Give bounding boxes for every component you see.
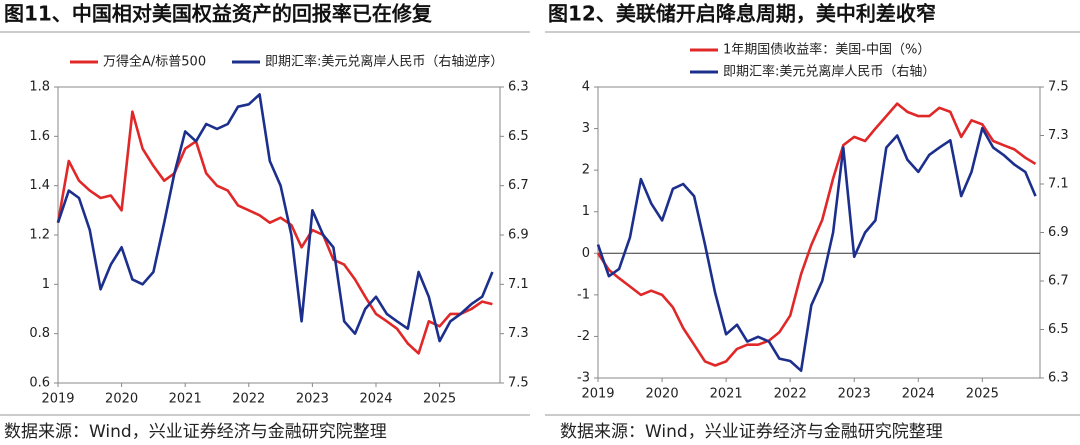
y-tick-label: 1.8 <box>29 80 50 95</box>
plot-frame <box>57 86 501 384</box>
x-tick-label: 2022 <box>774 387 807 402</box>
y-tick-label: 0.8 <box>29 326 50 341</box>
y2-tick-label: 6.9 <box>508 228 529 243</box>
series-line <box>596 126 1037 372</box>
legend-label: 万得全A/标普500 <box>103 54 206 70</box>
y-tick-label: 1.4 <box>29 178 50 193</box>
x-tick-label: 2022 <box>232 392 265 407</box>
y-tick-label: 1 <box>42 277 50 292</box>
y-tick-label: 0 <box>582 246 590 261</box>
y2-tick-label: 7.5 <box>1048 80 1069 95</box>
plot-frame <box>597 86 1041 379</box>
chart-title: 图12、美联储开启降息周期，美中利差收窄 <box>548 2 936 26</box>
series-line <box>596 102 1037 367</box>
y-tick-label: 0.6 <box>29 376 50 391</box>
y-tick-label: 1.6 <box>29 129 50 144</box>
x-tick-label: 2020 <box>105 392 138 407</box>
x-tick-label: 2025 <box>966 387 999 402</box>
y-tick-label: 1 <box>582 204 590 219</box>
y2-tick-label: 6.3 <box>508 80 529 95</box>
x-tick-label: 2020 <box>646 387 679 402</box>
source: 数据来源：Wind，兴业证券经济与金融研究院整理 <box>4 422 387 442</box>
x-tick-label: 2024 <box>359 392 392 407</box>
x-tick-label: 2019 <box>41 392 74 407</box>
y-tick-label: 4 <box>582 80 590 95</box>
y2-tick-label: 6.7 <box>508 178 529 193</box>
y-tick-label: 1.2 <box>29 228 50 243</box>
y2-tick-label: 7.5 <box>508 376 529 391</box>
x-tick-label: 2021 <box>169 392 202 407</box>
y2-tick-label: 6.5 <box>508 129 529 144</box>
y-tick-label: -1 <box>577 287 590 302</box>
y2-tick-label: 6.5 <box>1048 322 1069 337</box>
legend-label: 1年期国债收益率：美国-中国（%） <box>723 42 930 58</box>
chart-title: 图11、中国相对美国权益资产的回报率已在修复 <box>4 2 433 26</box>
x-tick-label: 2023 <box>296 392 329 407</box>
x-tick-label: 2021 <box>710 387 743 402</box>
x-tick-label: 2024 <box>902 387 935 402</box>
y-tick-label: 3 <box>582 121 590 136</box>
y2-tick-label: 6.3 <box>1048 371 1069 386</box>
y2-tick-label: 6.7 <box>1048 274 1069 289</box>
x-tick-label: 2019 <box>581 387 614 402</box>
y2-tick-label: 7.3 <box>508 326 529 341</box>
y2-tick-label: 7.1 <box>508 277 529 292</box>
legend-label: 即期汇率:美元兑离岸人民币（右轴逆序） <box>265 54 503 70</box>
legend-label: 即期汇率:美元兑离岸人民币（右轴） <box>723 64 935 80</box>
y2-tick-label: 6.9 <box>1048 225 1069 240</box>
series-line <box>56 93 494 343</box>
series-line <box>56 110 493 355</box>
x-tick-label: 2025 <box>423 392 456 407</box>
y2-tick-label: 7.3 <box>1048 128 1069 143</box>
y-tick-label: -3 <box>577 371 590 386</box>
y-tick-label: -2 <box>577 329 590 344</box>
x-tick-label: 2023 <box>838 387 871 402</box>
source: 数据来源：Wind，兴业证券经济与金融研究院整理 <box>560 422 943 442</box>
y2-tick-label: 7.1 <box>1048 177 1069 192</box>
y-tick-label: 2 <box>582 163 590 178</box>
